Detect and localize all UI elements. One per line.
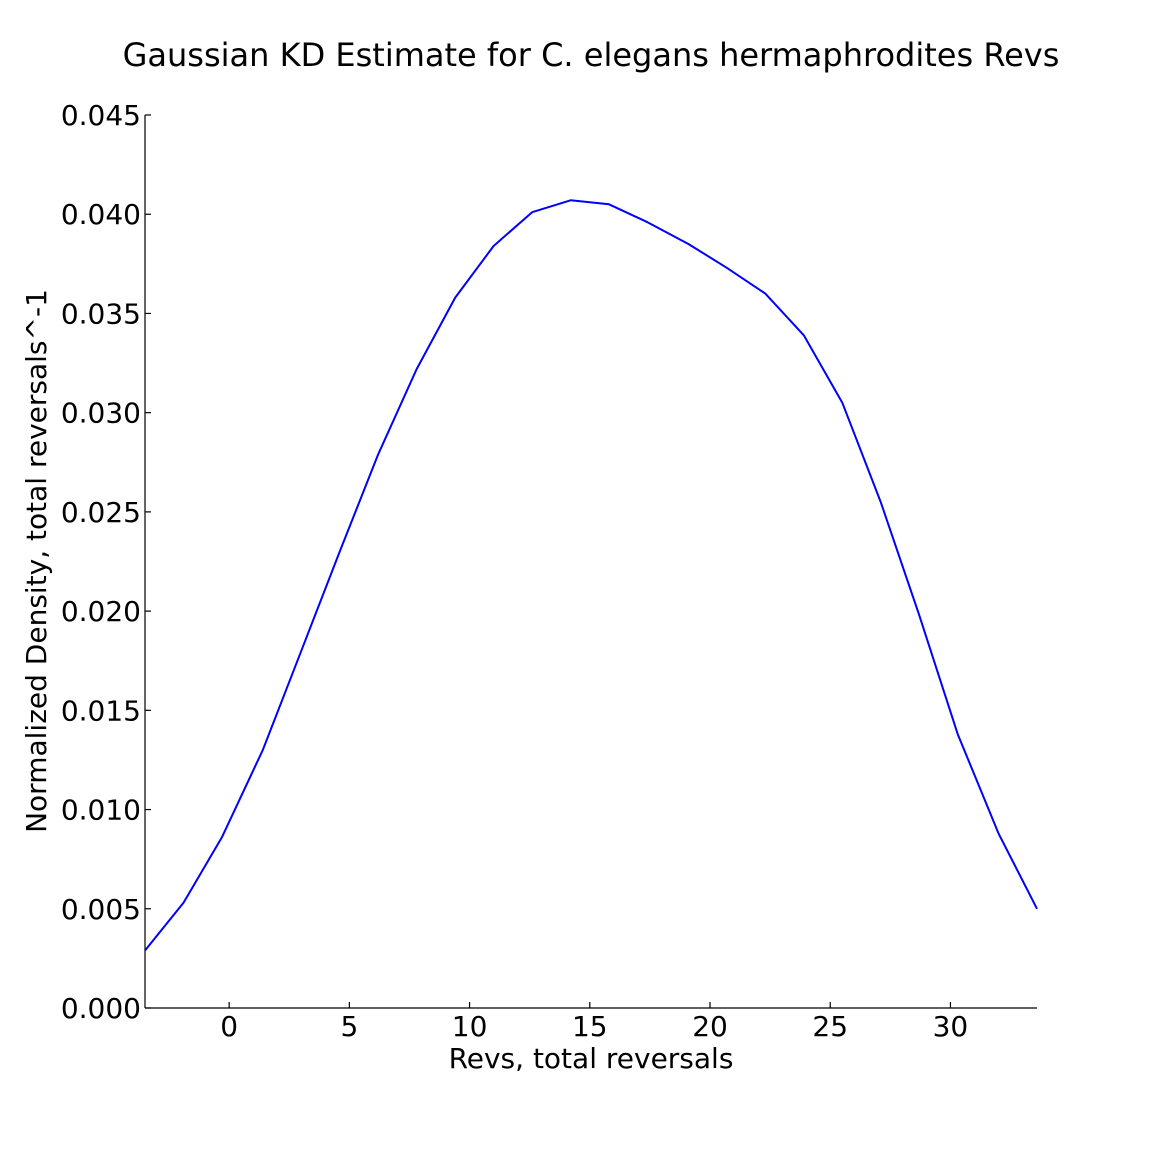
y-tick-label: 0.005 xyxy=(61,893,141,926)
y-axis-ticks: 0.000 0.005 0.010 0.015 0.020 0.025 0.030 0.035… xyxy=(61,99,151,1025)
x-axis-label: Revs, total reversals xyxy=(449,1042,734,1075)
x-tick-label: 5 xyxy=(340,1010,358,1043)
x-axis-ticks: 0 5 10 15 20 25 30 xyxy=(220,1002,968,1043)
x-tick-label: 10 xyxy=(452,1010,488,1043)
x-tick-label: 15 xyxy=(572,1010,608,1043)
y-tick-label: 0.010 xyxy=(61,794,141,827)
y-tick-label: 0.035 xyxy=(61,297,141,330)
x-tick-label: 20 xyxy=(692,1010,728,1043)
y-tick-label: 0.025 xyxy=(61,496,141,529)
density-curve xyxy=(144,199,1038,952)
chart-title: Gaussian KD Estimate for C. elegans herm… xyxy=(123,36,1060,74)
y-tick-label: 0.045 xyxy=(61,99,141,132)
y-tick-label: 0.020 xyxy=(61,595,141,628)
x-tick-label: 0 xyxy=(220,1010,238,1043)
y-tick-label: 0.040 xyxy=(61,198,141,231)
y-axis-label: Normalized Density, total reversals^-1 xyxy=(20,289,53,833)
x-tick-label: 25 xyxy=(812,1010,848,1043)
y-tick-label: 0.015 xyxy=(61,694,141,727)
y-tick-label: 0.030 xyxy=(61,397,141,430)
x-tick-label: 30 xyxy=(933,1010,969,1043)
y-tick-label: 0.000 xyxy=(61,992,141,1025)
